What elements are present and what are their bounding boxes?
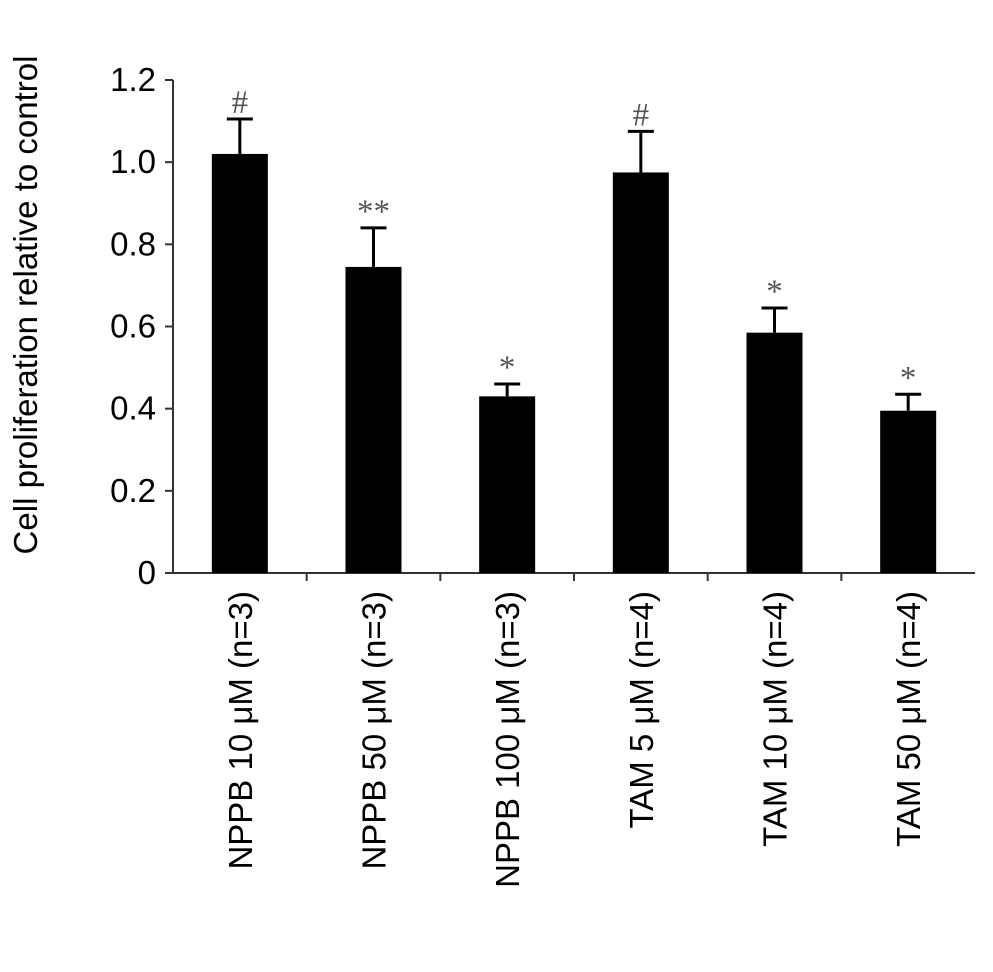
error-bars xyxy=(226,117,922,411)
y-axis-ticks: 0 0.2 0.4 0.6 0.8 1.0 1.2 xyxy=(110,61,173,591)
category-label: TAM 10 μM (n=4) xyxy=(757,591,794,847)
significance-marker: * xyxy=(900,360,917,396)
significance-marker: * xyxy=(499,350,516,386)
category-label: NPPB 100 μM (n=3) xyxy=(489,591,526,888)
significance-annotations: #***#** xyxy=(232,85,917,396)
category-labels: NPPB 10 μM (n=3) NPPB 50 μM (n=3) NPPB 100… xyxy=(222,591,927,888)
bar xyxy=(345,266,402,573)
bar xyxy=(211,153,268,573)
category-label: TAM 50 μM (n=4) xyxy=(890,591,927,847)
y-tick-label: 1.2 xyxy=(110,61,156,98)
y-axis-title-group: Cell proliferation relative to control xyxy=(7,56,44,555)
axes xyxy=(172,80,975,581)
significance-marker: # xyxy=(633,97,650,133)
y-tick-label: 0.8 xyxy=(110,225,156,262)
significance-marker: # xyxy=(232,85,249,121)
y-tick-label: 0 xyxy=(138,554,156,591)
category-label: NPPB 50 μM (n=3) xyxy=(356,591,393,870)
y-tick-label: 0.6 xyxy=(110,308,156,345)
category-label: NPPB 10 μM (n=3) xyxy=(222,591,259,870)
y-tick-label: 0.2 xyxy=(110,472,156,509)
bar xyxy=(746,332,803,573)
bar xyxy=(612,172,669,573)
y-tick-label: 1.0 xyxy=(110,143,156,180)
y-axis-title: Cell proliferation relative to control xyxy=(7,56,44,555)
significance-marker: ** xyxy=(357,194,390,230)
significance-marker: * xyxy=(766,274,783,310)
y-tick-label: 0.4 xyxy=(110,390,156,427)
bar xyxy=(479,396,536,573)
bar xyxy=(880,410,937,573)
bars xyxy=(211,153,937,573)
category-label: TAM 5 μM (n=4) xyxy=(623,591,660,829)
